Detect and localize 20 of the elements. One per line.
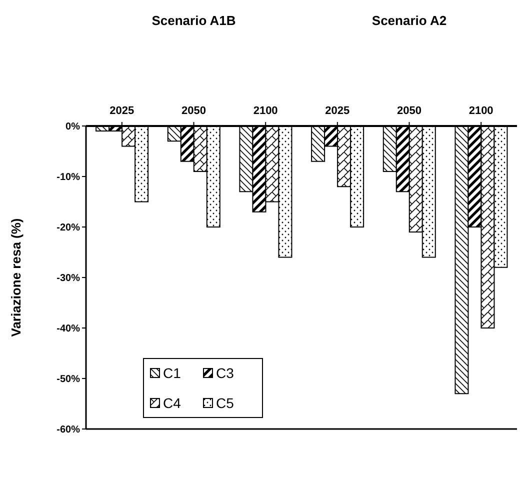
y-tick-label: -50% [56, 374, 80, 386]
legend-label: C3 [216, 365, 234, 381]
x-tick-label: 2025 [110, 105, 134, 117]
legend-label: C5 [216, 395, 234, 411]
y-tick-label: -20% [56, 222, 80, 234]
x-tick-label: 2100 [468, 105, 494, 117]
legend-label: C1 [163, 365, 181, 381]
x-tick-label: 2025 [325, 105, 350, 117]
text: Scenario A2 [370, 13, 448, 28]
x-tick-label: 2050 [397, 105, 422, 117]
legend-label: C4 [163, 395, 181, 411]
y-tick-label: -60% [56, 424, 80, 436]
x-tick-label: 2100 [253, 105, 278, 117]
text: Scenario A1B [150, 13, 237, 28]
y-tick-label: 0% [66, 122, 80, 133]
y-tick-label: -10% [56, 172, 80, 184]
y-tick-label: -40% [56, 324, 80, 335]
y-axis-title: Variazione resa (%) [8, 218, 24, 337]
x-tick-label: 2050 [182, 105, 206, 117]
y-tick-label: -30% [56, 273, 80, 284]
